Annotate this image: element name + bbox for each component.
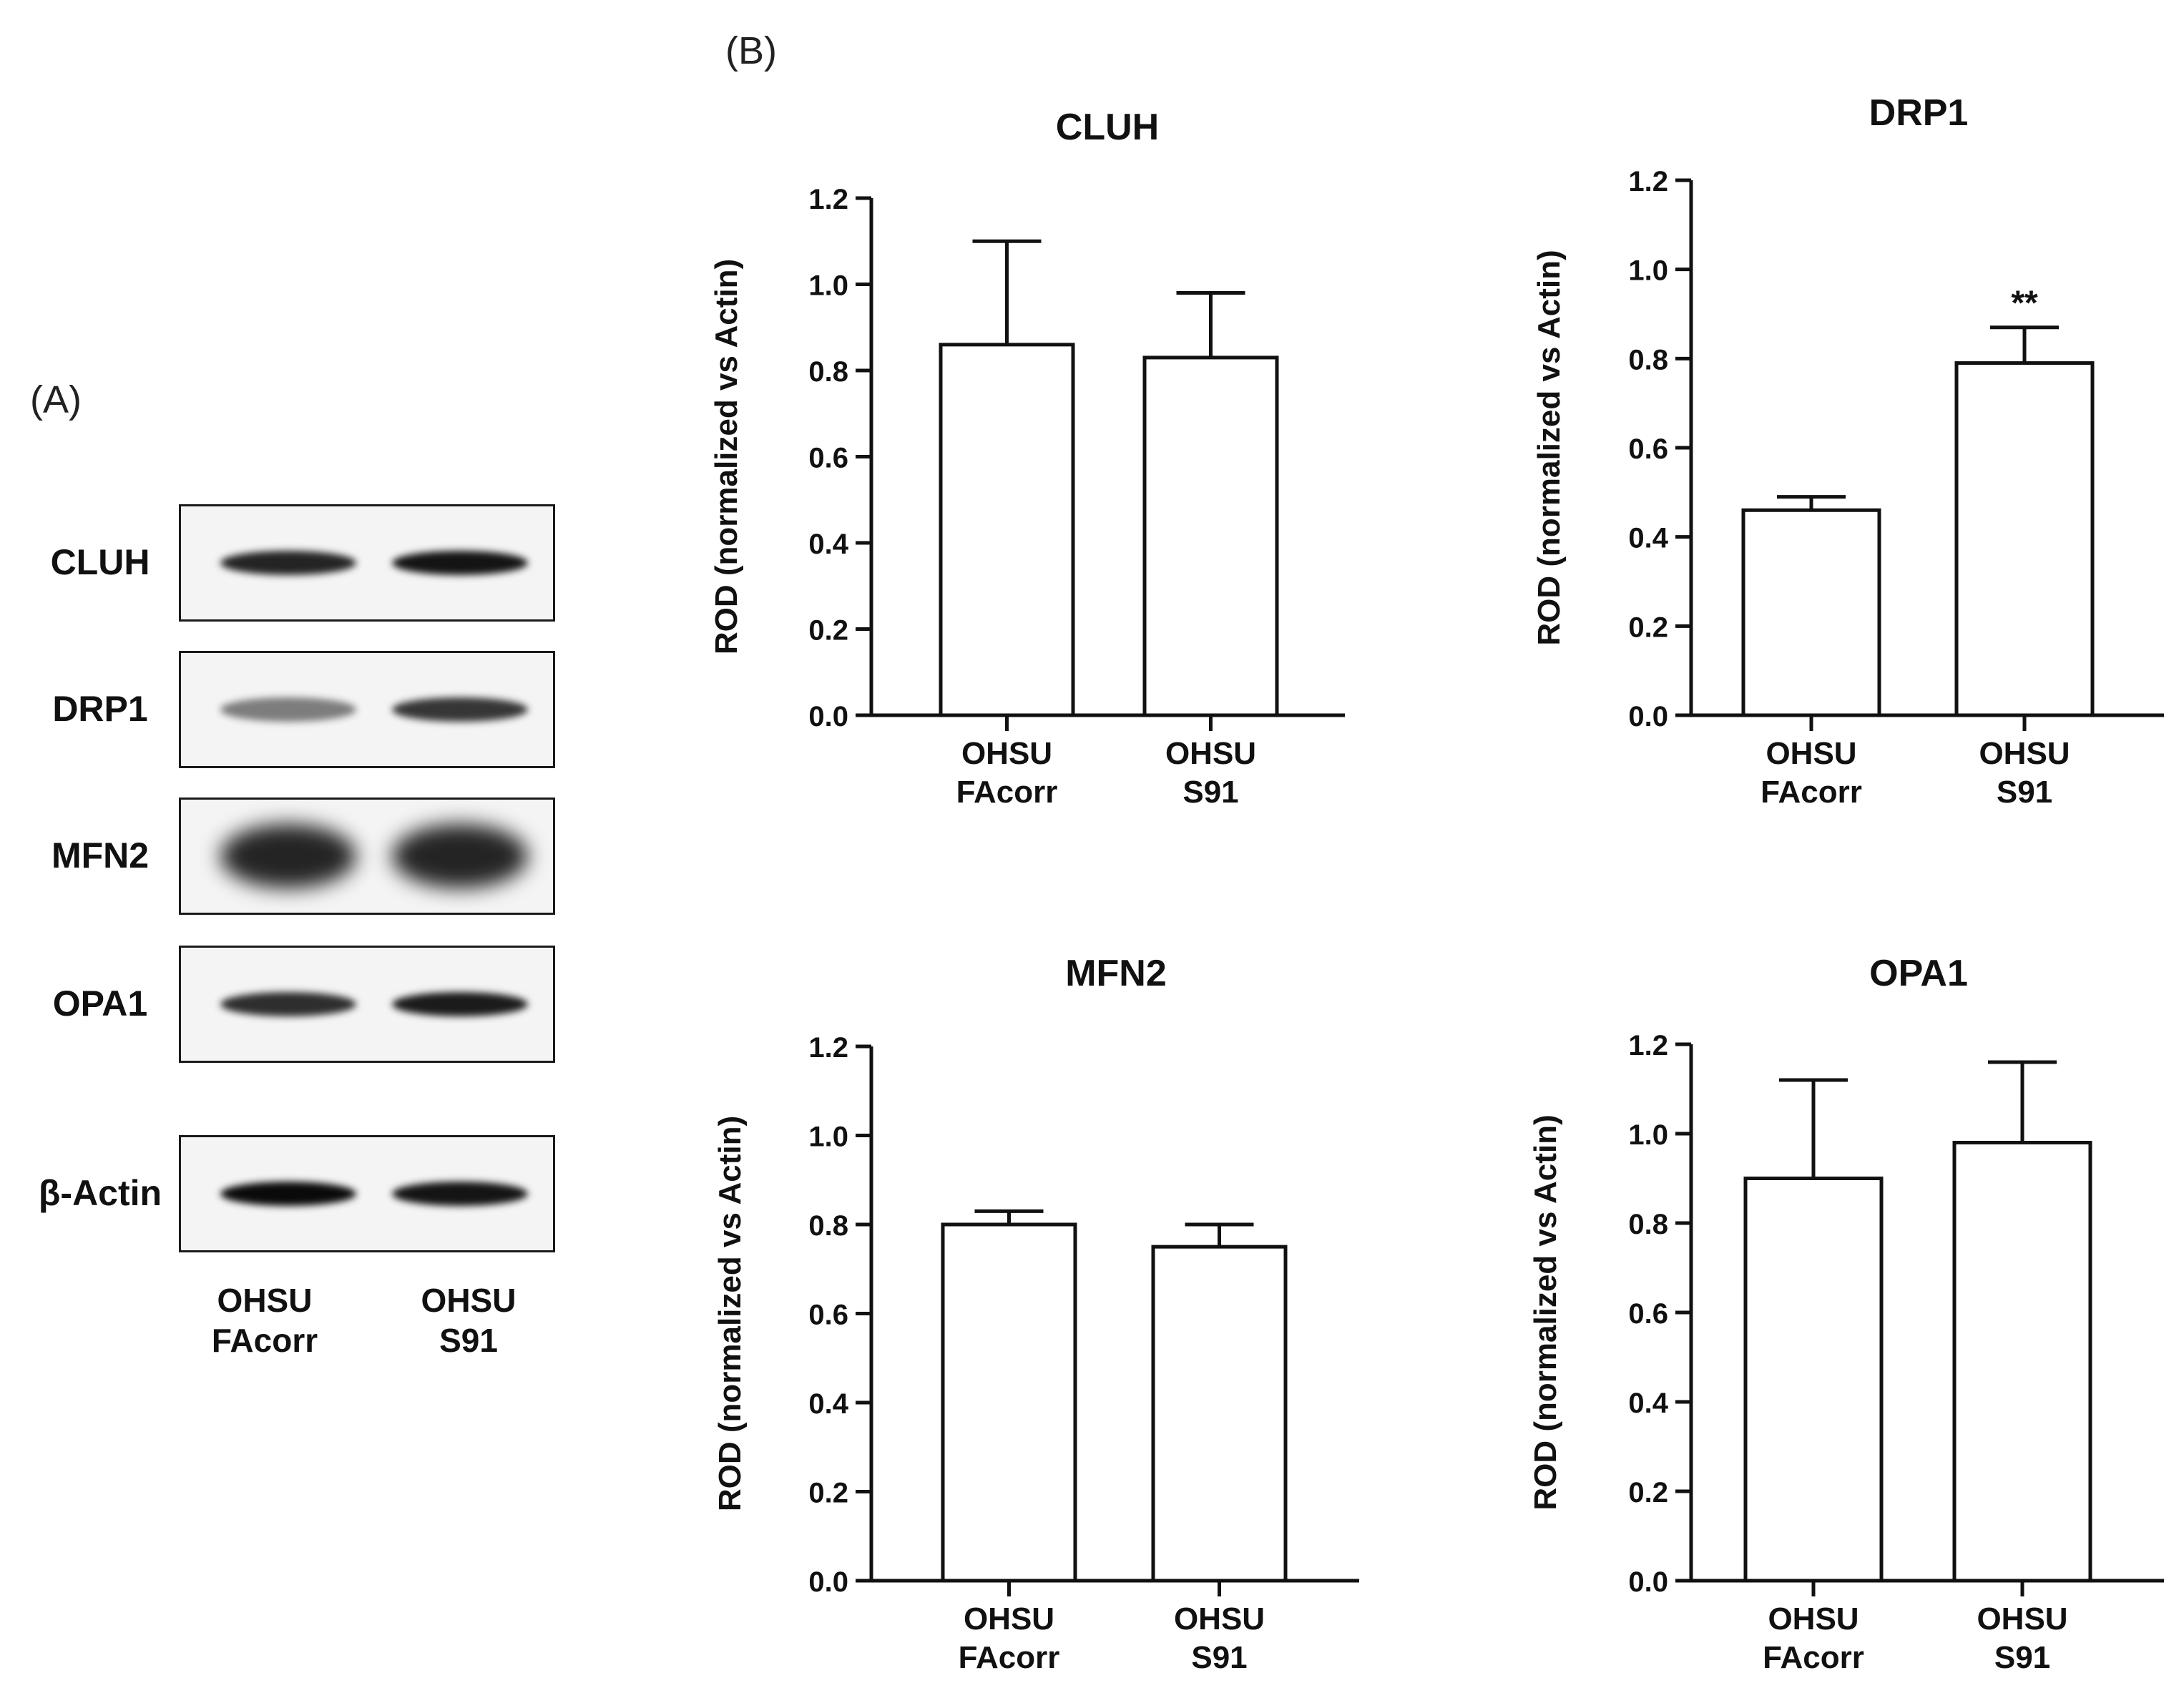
blot-lane-label-2: OHSU S91 [397,1280,540,1360]
y-tick-label: 0.6 [808,1300,848,1331]
y-axis-label: ROD (normalized vs Actin) [713,1116,748,1511]
x-tick-label: OHSU [1979,736,2070,771]
blot-image [179,1135,555,1252]
blot-image [179,504,555,622]
blot-band [220,697,356,722]
x-tick-label: OHSU [1766,736,1856,771]
blot-image [179,651,555,768]
x-tick-label: OHSU [961,736,1052,771]
panel-label-a: (A) [30,378,82,421]
y-tick-label: 1.0 [808,270,848,302]
x-tick-label: S91 [1994,1640,2050,1675]
y-tick-label: 0.0 [1628,701,1668,732]
blot-band [392,992,528,1016]
y-tick-label: 0.6 [808,443,848,474]
bar [941,1222,1077,1583]
bar [1952,1141,2092,1583]
y-tick-label: 0.4 [808,529,848,560]
blot-lane-2-line1: OHSU [421,1282,516,1319]
y-tick-label: 0.0 [808,701,848,732]
y-tick-label: 0.8 [1628,1209,1668,1240]
y-tick-label: 0.4 [1628,1388,1668,1419]
y-tick-label: 0.6 [1628,1298,1668,1330]
bar [1954,361,2095,717]
blot-protein-label: OPA1 [52,983,148,1024]
x-tick-label: S91 [1191,1640,1247,1675]
significance-marker: ** [2011,285,2038,323]
x-tick-label: OHSU [1977,1601,2067,1636]
blot-row: MFN2 [29,798,558,915]
y-tick-label: 0.2 [808,1478,848,1509]
y-tick-label: 1.2 [808,1032,848,1064]
blot-band [220,551,356,575]
x-tick-label: OHSU [964,1601,1054,1636]
blot-lane-1-line2: FAcorr [211,1322,318,1359]
chart-title: CLUH [1056,107,1159,148]
blot-band [392,824,528,888]
y-tick-label: 0.0 [1628,1566,1668,1598]
blot-band [220,1182,356,1206]
y-tick-label: 0.8 [808,356,848,388]
y-tick-label: 0.4 [808,1388,848,1420]
blot-band [392,697,528,722]
x-tick-label: S91 [1182,775,1238,810]
blot-protein-label: β-Actin [38,1173,162,1213]
y-axis-label: ROD (normalized vs Actin) [1528,1114,1563,1510]
y-tick-label: 0.4 [1628,523,1668,554]
blot-band [220,992,356,1016]
y-tick-label: 0.2 [808,615,848,647]
blot-image [179,798,555,915]
y-tick-label: 0.2 [1628,1477,1668,1508]
y-tick-label: 0.8 [1628,344,1668,376]
blot-protein-label: MFN2 [51,835,150,875]
blot-protein-label: CLUH [50,542,150,582]
chart-title: DRP1 [1869,92,1969,134]
y-tick-label: 1.0 [1628,255,1668,287]
bar [1741,508,1881,717]
x-tick-label: FAcorr [1763,1640,1864,1675]
blot-band [220,824,356,888]
x-tick-label: FAcorr [959,1640,1060,1675]
x-tick-label: OHSU [1174,1601,1265,1636]
y-tick-label: 0.6 [1628,433,1668,465]
blot-row: β-Actin [29,1135,558,1252]
chart-title: MFN2 [1065,953,1167,994]
bar [939,343,1075,717]
bar [1142,355,1279,717]
y-tick-label: 0.2 [1628,612,1668,643]
x-tick-label: S91 [1997,775,2052,810]
y-tick-label: 1.2 [1628,1030,1668,1061]
blot-row: OPA1 [29,946,558,1063]
blot-lane-1-line1: OHSU [217,1282,313,1319]
blot-band [392,1182,528,1206]
y-tick-label: 0.8 [808,1210,848,1242]
bar [1743,1177,1884,1583]
blot-protein-label: DRP1 [52,689,148,729]
bar [1151,1245,1288,1583]
y-tick-label: 1.0 [808,1122,848,1153]
y-axis-label: ROD (normalized vs Actin) [709,259,744,654]
blot-row: DRP1 [29,651,558,768]
x-tick-label: FAcorr [1761,775,1862,810]
blot-lane-label-1: OHSU FAcorr [193,1280,336,1360]
x-tick-label: FAcorr [956,775,1058,810]
blot-band [392,551,528,575]
y-tick-label: 1.0 [1628,1119,1668,1151]
y-tick-label: 0.0 [808,1566,848,1598]
blot-image [179,946,555,1063]
blot-row: CLUH [29,504,558,622]
y-axis-label: ROD (normalized vs Actin) [1532,250,1567,645]
blot-lane-2-line2: S91 [439,1322,498,1359]
y-tick-label: 1.2 [1628,166,1668,197]
y-tick-label: 1.2 [808,184,848,215]
blot-lane-labels: OHSU FAcorr OHSU S91 [179,1280,537,1366]
x-tick-label: OHSU [1768,1601,1859,1636]
panel-label-b: (B) [725,29,777,72]
x-tick-label: OHSU [1165,736,1256,771]
chart-title: OPA1 [1869,953,1968,994]
